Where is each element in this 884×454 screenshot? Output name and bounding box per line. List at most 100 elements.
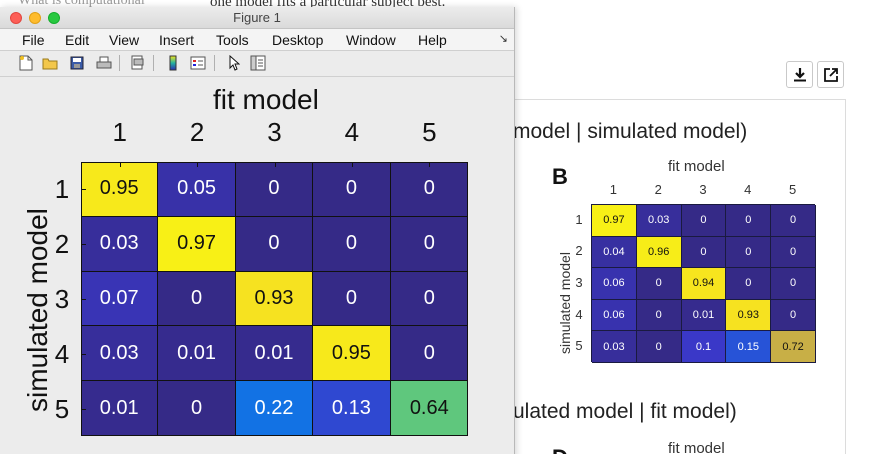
heatmap-cell: 0.01: [235, 326, 314, 382]
mini-heatmap-cell: 0.15: [726, 331, 772, 363]
heatmap-cell: 0.01: [158, 326, 236, 382]
mini-heatmap-cell: 0: [771, 268, 816, 300]
mini-heatmap-cell: 0.72: [771, 331, 816, 363]
mini-heatmap-cell: 0.97: [592, 205, 637, 237]
mini-heatmap-cell: 0: [771, 236, 816, 269]
pointer-icon[interactable]: [226, 55, 242, 71]
figure-panel: model | simulated model) B fit model 1 2 3…: [512, 99, 846, 454]
heatmap-cell: 0: [390, 326, 468, 382]
y-tick-mark: [81, 408, 86, 410]
heatmap-cell: 0.01: [81, 381, 159, 436]
menu-window[interactable]: Window: [346, 32, 396, 48]
mini-heatmap-cell: 0: [726, 236, 772, 269]
heatmap-cell: 0.05: [158, 162, 236, 217]
x-axis-label: fit model: [213, 84, 319, 115]
heatmap-cell: 0: [158, 381, 236, 436]
x-tick-label: 5: [422, 117, 437, 147]
print-icon[interactable]: [96, 55, 112, 71]
menu-overflow-icon[interactable]: ↘: [498, 33, 508, 45]
property-inspector-icon[interactable]: [250, 55, 266, 71]
colorbar-icon[interactable]: [165, 55, 181, 71]
panel-heading-top: model | simulated model): [513, 120, 748, 143]
x-tick-mark: [351, 162, 353, 167]
mini-y-tick-label: 5: [575, 338, 583, 354]
heatmap-cell: 0: [313, 162, 391, 217]
x-tick-mark: [119, 162, 121, 167]
heatmap-cell: 0: [313, 216, 391, 272]
mini-heatmap-cell: 0.93: [726, 299, 772, 332]
menu-insert[interactable]: Insert: [159, 32, 195, 48]
mini-heatmap-grid: 0.97 0.03 0 0 0 0.04 0.96 0 0 0 0.06 0 0.94 0 0 0.06 0 0.…: [591, 204, 816, 363]
close-button[interactable]: [10, 12, 22, 24]
print-preview-icon[interactable]: [130, 55, 146, 71]
menu-desktop[interactable]: Desktop: [272, 32, 324, 48]
y-tick-mark: [81, 299, 86, 300]
heatmap-cell: 0: [158, 271, 236, 327]
menu-help[interactable]: Help: [418, 32, 447, 48]
mini-heatmap-cell: 0.96: [636, 236, 682, 269]
heatmap-cell: 0.64: [390, 381, 468, 436]
mini-heatmap-cell: 0: [726, 268, 772, 300]
window-titlebar[interactable]: Figure 1: [0, 7, 514, 29]
y-tick-label: 4: [54, 338, 70, 369]
mini-heatmap-cell: 0.03: [636, 205, 682, 237]
download-icon: [793, 67, 806, 81]
mini-y-tick-label: 4: [575, 306, 583, 322]
y-tick-mark: [81, 244, 86, 246]
heatmap-cell: 0: [390, 216, 468, 272]
mini-x-tick-label: 4: [744, 182, 752, 197]
mini-x-tick-label: 5: [788, 182, 797, 197]
mini-x-tick-label: 3: [699, 182, 707, 197]
menu-view[interactable]: View: [109, 32, 140, 48]
y-tick-label: 2: [54, 229, 70, 260]
menu-edit[interactable]: Edit: [65, 32, 90, 48]
mini-heatmap-xlabel-bottom: fit model: [668, 440, 725, 454]
article-fragment-text: What is computational: [18, 0, 145, 8]
minimize-button[interactable]: [29, 12, 41, 24]
window-title: Figure 1: [233, 10, 281, 25]
heatmap-cell: 0: [390, 271, 468, 327]
download-button[interactable]: [786, 61, 813, 88]
mini-heatmap-cell: 0: [636, 299, 682, 332]
x-tick-mark: [197, 162, 199, 167]
y-axis-label: simulated model: [22, 208, 53, 412]
x-tick-label: 4: [344, 117, 360, 147]
new-figure-icon[interactable]: [18, 55, 34, 71]
mini-heatmap-cell: 0.94: [681, 268, 727, 300]
mini-heatmap-ylabel: simulated model: [557, 252, 573, 354]
y-tick-label: 5: [54, 393, 70, 424]
open-external-icon: [823, 67, 838, 82]
panel-letter-d: D: [552, 445, 568, 454]
heatmap-cell: 0.03: [81, 216, 159, 272]
mini-heatmap-cell: 0: [636, 268, 682, 300]
heatmap: 0.95 0.05 0 0 0 0.03 0.97 0 0 0 0.07 0 0.93 0 0 0.03 0.0…: [81, 162, 468, 436]
y-tick-label: 1: [54, 174, 70, 205]
zoom-button[interactable]: [48, 12, 60, 24]
heatmap-cell: 0.03: [81, 326, 159, 382]
x-tick-label: 1: [112, 117, 127, 147]
menu-bar: File Edit View Insert Tools Desktop Wind…: [0, 29, 514, 51]
y-tick-mark: [81, 189, 86, 191]
open-external-button[interactable]: [817, 61, 844, 88]
heatmap-cell: 0: [390, 162, 468, 217]
x-tick-mark: [429, 162, 431, 167]
heatmap-cell: 0.95: [81, 162, 159, 217]
panel-letter-b: B: [552, 164, 568, 189]
mini-heatmap-cell: 0: [771, 299, 816, 332]
x-tick-mark: [274, 162, 276, 167]
heatmap-cell: 0.97: [158, 216, 236, 272]
mini-heatmap-cell: 0.03: [592, 331, 637, 363]
mini-heatmap-cell: 0.04: [592, 236, 637, 269]
heatmap-cell: 0: [235, 216, 314, 272]
mini-heatmap-cell: 0: [726, 205, 772, 237]
mini-heatmap-cell: 0.01: [681, 299, 727, 332]
mini-heatmap-cell: 0: [771, 205, 816, 237]
open-file-icon[interactable]: [42, 55, 58, 71]
mini-heatmap-cell: 0.06: [592, 299, 637, 332]
menu-tools[interactable]: Tools: [216, 32, 249, 48]
save-icon[interactable]: [69, 55, 85, 71]
mini-heatmap-cell: 0: [681, 236, 727, 269]
menu-file[interactable]: File: [22, 32, 45, 48]
legend-icon[interactable]: [190, 55, 206, 71]
